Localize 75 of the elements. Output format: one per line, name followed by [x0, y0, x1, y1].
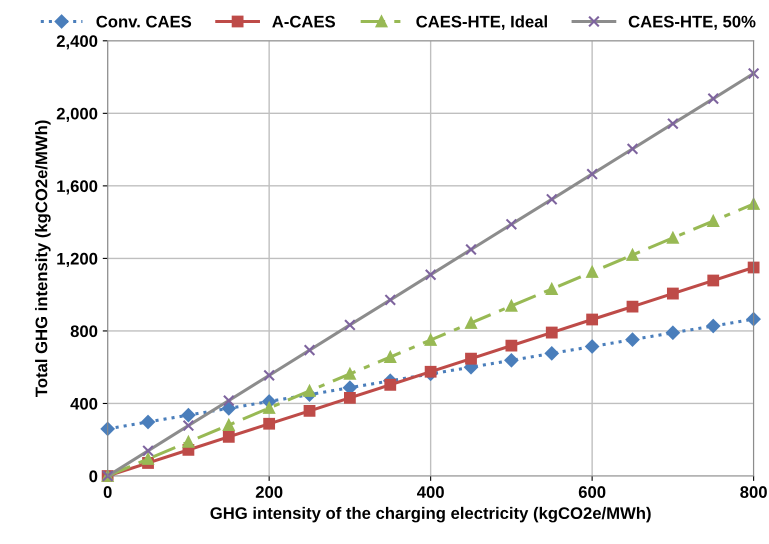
point	[505, 300, 518, 312]
point	[304, 404, 316, 417]
point	[344, 368, 356, 380]
point	[263, 418, 276, 430]
point	[424, 366, 437, 378]
point	[666, 118, 679, 130]
x-tick-label: 600	[578, 486, 606, 498]
point	[465, 317, 477, 329]
point	[344, 392, 356, 404]
point	[546, 193, 558, 206]
point	[222, 394, 235, 406]
point	[707, 215, 720, 227]
point	[142, 444, 154, 457]
point	[100, 422, 115, 436]
point	[626, 249, 638, 261]
point	[465, 244, 477, 256]
point	[222, 430, 235, 443]
y-tick-label: 800	[70, 325, 98, 338]
point	[626, 300, 638, 313]
point	[465, 352, 477, 365]
x-tick-label: 400	[416, 486, 444, 498]
point	[222, 419, 235, 431]
point	[748, 198, 760, 210]
point	[504, 353, 518, 368]
legend-label: A-CAES	[272, 16, 336, 28]
point	[746, 312, 761, 326]
point	[384, 294, 396, 306]
x-tick-label: 0	[104, 486, 112, 498]
point	[586, 266, 598, 278]
legend-label: Conv. CAES	[96, 16, 192, 28]
point	[544, 346, 559, 360]
point	[666, 288, 679, 300]
point	[586, 314, 598, 326]
point	[505, 218, 518, 230]
y-tick-label: 1,200	[57, 252, 98, 268]
point	[384, 351, 396, 363]
legend-label: CAES-HTE, 50%	[628, 16, 756, 30]
point	[666, 326, 680, 340]
point	[424, 334, 437, 346]
point	[546, 326, 558, 338]
y-tick-label: 2,400	[56, 35, 98, 50]
point	[626, 332, 640, 347]
point	[748, 262, 760, 274]
point	[546, 283, 558, 295]
point	[585, 340, 600, 354]
point	[263, 402, 276, 414]
point	[586, 168, 598, 180]
point	[706, 319, 720, 333]
point	[182, 420, 194, 432]
point	[141, 415, 155, 429]
point	[142, 453, 154, 465]
x-axis-title: GHG intensity of the charging electricity (kgCO2e/MWh)	[210, 506, 651, 522]
point	[304, 385, 316, 397]
y-tick-label: 400	[70, 398, 98, 410]
point	[182, 436, 194, 448]
point	[707, 92, 720, 105]
point	[304, 344, 316, 356]
point	[505, 340, 518, 352]
x-tick-label: 800	[740, 486, 767, 498]
y-tick-label: 1,600	[57, 180, 98, 194]
y-tick-label: 2,000	[56, 108, 98, 122]
point	[748, 68, 760, 80]
point	[344, 319, 356, 331]
point	[222, 401, 236, 416]
point	[384, 378, 396, 391]
point	[626, 142, 638, 155]
y-tick-label: 0	[89, 470, 98, 482]
x-tick-label: 200	[256, 486, 282, 498]
point	[181, 408, 196, 422]
point	[424, 268, 437, 281]
point	[263, 369, 276, 382]
y-axis-title: Total GHG intensity (kgCO2e/MWh)	[35, 120, 51, 397]
point	[666, 232, 679, 244]
point	[707, 274, 720, 286]
legend-label: CAES-HTE, Ideal	[416, 15, 547, 30]
